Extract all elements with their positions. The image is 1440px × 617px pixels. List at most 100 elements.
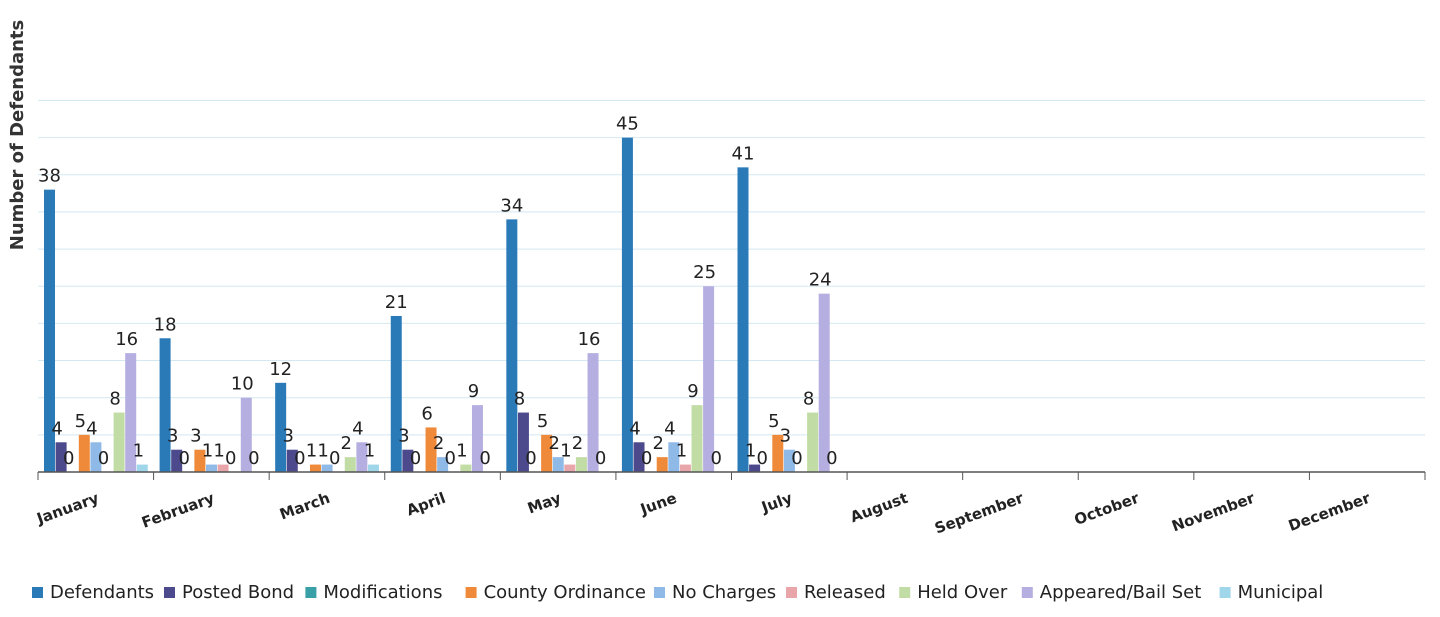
bar bbox=[205, 464, 217, 472]
x-tick-label: May bbox=[525, 489, 564, 518]
x-tick-label: August bbox=[848, 489, 910, 526]
data-label: 1 bbox=[560, 441, 571, 462]
data-label: 3 bbox=[167, 426, 178, 447]
data-label: 16 bbox=[115, 329, 138, 350]
data-label: 3 bbox=[190, 426, 201, 447]
bar bbox=[818, 293, 830, 472]
bar bbox=[78, 434, 90, 472]
data-label: 0 bbox=[525, 448, 536, 469]
x-tick-label: September bbox=[932, 489, 1026, 538]
bar bbox=[286, 449, 298, 472]
legend-swatch bbox=[305, 587, 317, 598]
bar bbox=[171, 449, 183, 472]
bar bbox=[517, 412, 529, 472]
legend-entry: Held Over bbox=[917, 582, 1008, 603]
data-label: 1 bbox=[456, 441, 467, 462]
data-label: 0 bbox=[595, 448, 606, 469]
bar bbox=[344, 457, 356, 472]
bar bbox=[159, 338, 171, 472]
data-label: 1 bbox=[133, 441, 144, 462]
data-label: 0 bbox=[710, 448, 721, 469]
data-label: 34 bbox=[500, 195, 523, 216]
data-label: 0 bbox=[410, 448, 421, 469]
data-label: 4 bbox=[51, 418, 62, 439]
bar bbox=[749, 464, 761, 472]
data-label: 1 bbox=[317, 441, 328, 462]
data-label: 3 bbox=[398, 426, 409, 447]
data-label: 9 bbox=[468, 381, 479, 402]
data-label: 0 bbox=[641, 448, 652, 469]
x-tick-label: November bbox=[1169, 489, 1257, 536]
legend-entry: Defendants bbox=[50, 582, 154, 603]
bar bbox=[55, 442, 67, 472]
x-tick-label: December bbox=[1286, 489, 1373, 535]
data-label: 9 bbox=[687, 381, 698, 402]
bar bbox=[587, 353, 599, 472]
bar bbox=[275, 382, 287, 472]
data-label: 8 bbox=[803, 389, 814, 410]
legend-swatch bbox=[164, 587, 175, 598]
bar bbox=[691, 405, 703, 472]
data-label: 0 bbox=[445, 448, 456, 469]
bar bbox=[621, 137, 633, 472]
bar bbox=[217, 464, 229, 472]
legend-swatch bbox=[32, 587, 43, 598]
legend-swatch bbox=[899, 587, 911, 598]
data-label: 2 bbox=[549, 433, 560, 454]
data-label: 0 bbox=[63, 448, 74, 469]
data-label: 1 bbox=[364, 441, 375, 462]
data-label: 4 bbox=[664, 418, 675, 439]
x-tick-label: July bbox=[758, 489, 795, 517]
bar bbox=[425, 427, 437, 472]
data-label: 1 bbox=[202, 441, 213, 462]
data-label: 0 bbox=[329, 448, 340, 469]
data-label: 6 bbox=[421, 403, 432, 424]
data-label: 4 bbox=[629, 418, 640, 439]
bar bbox=[668, 442, 680, 472]
data-label: 1 bbox=[306, 441, 317, 462]
data-label: 45 bbox=[616, 114, 639, 135]
data-label: 2 bbox=[652, 433, 663, 454]
bar bbox=[367, 464, 379, 472]
bar bbox=[44, 189, 55, 472]
bar bbox=[772, 434, 784, 472]
data-label: 0 bbox=[791, 448, 802, 469]
bar bbox=[460, 464, 472, 472]
x-tick-label: April bbox=[404, 489, 448, 520]
x-tick-label: January bbox=[34, 489, 102, 528]
legend-entry: Modifications bbox=[323, 582, 442, 603]
data-label: 1 bbox=[213, 441, 224, 462]
legend: Defendants Posted Bond Modifications County… bbox=[32, 582, 1323, 603]
legend-entry: Municipal bbox=[1238, 582, 1324, 603]
bar bbox=[633, 442, 645, 472]
bar bbox=[113, 412, 125, 472]
data-label: 41 bbox=[732, 143, 755, 164]
bar bbox=[321, 464, 333, 472]
legend-swatch bbox=[654, 587, 665, 598]
data-label: 8 bbox=[514, 389, 525, 410]
bar bbox=[309, 464, 321, 472]
data-label: 10 bbox=[231, 374, 254, 395]
bar bbox=[390, 315, 402, 472]
bar bbox=[541, 434, 553, 472]
bar bbox=[506, 219, 518, 472]
data-label: 1 bbox=[745, 441, 756, 462]
data-label: 0 bbox=[479, 448, 490, 469]
data-label: 21 bbox=[385, 292, 408, 313]
data-label: 24 bbox=[809, 270, 832, 291]
data-label: 0 bbox=[826, 448, 837, 469]
bars bbox=[44, 137, 830, 472]
data-label: 0 bbox=[179, 448, 190, 469]
legend-swatch bbox=[1021, 587, 1033, 598]
bar bbox=[402, 449, 414, 472]
data-label: 4 bbox=[352, 418, 363, 439]
data-label: 3 bbox=[780, 426, 791, 447]
data-label: 25 bbox=[693, 262, 716, 283]
x-axis: January February March April May June July Augu… bbox=[34, 471, 1426, 538]
legend-entry: Released bbox=[804, 582, 886, 603]
bar bbox=[564, 464, 576, 472]
legend-entry: Posted Bond bbox=[182, 582, 294, 603]
data-label: 5 bbox=[768, 411, 779, 432]
